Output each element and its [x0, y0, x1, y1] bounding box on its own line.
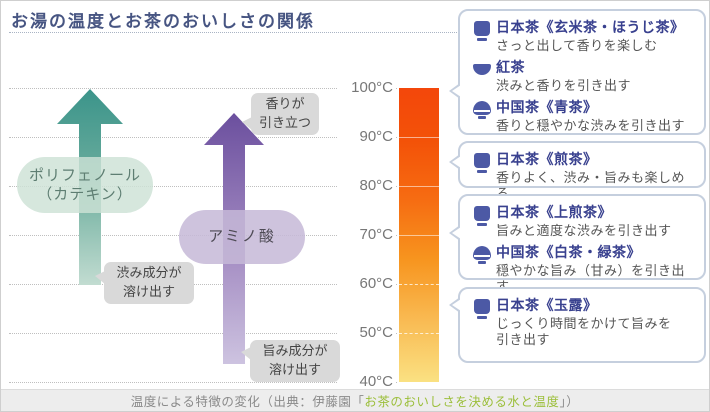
source-link[interactable]: お茶のおいしさを決める水と温度 — [364, 395, 560, 409]
list-item: 日本茶《玉露》 じっくり時間をかけて旨みを引き出す — [468, 297, 696, 348]
gaiwan-icon — [473, 246, 491, 265]
umami-callout-line2: 溶け出す — [268, 362, 321, 377]
list-item: 中国茶《青茶》 香りと穏やかな渋みを引き出す — [468, 99, 696, 134]
tea-title: 紅茶 — [496, 59, 525, 76]
bubble-tail-icon — [241, 347, 251, 360]
tea-title: 日本茶《玄米茶・ほうじ茶》 — [496, 19, 685, 35]
source-caption-bar: 温度による特徴の変化（出典：伊藤園「 お茶のおいしさを決める水と温度」） — [1, 389, 709, 411]
tea-desc: 香りと穏やかな渋みを引き出す — [496, 117, 686, 133]
bar-divider-90c — [399, 137, 439, 138]
gridline-40c — [9, 382, 397, 383]
astringency-callout-line1: 渋み成分が — [116, 265, 182, 281]
japanese-cup-icon — [474, 21, 490, 41]
caption-prefix: 温度による特徴の変化（出典：伊藤園「 — [130, 395, 365, 409]
list-item: 中国茶《白茶・緑茶》 穏やかな旨み（甘み）を引き出す — [468, 244, 696, 295]
tick-label-70c: 70°C — [337, 225, 395, 245]
list-item: 日本茶《玄米茶・ほうじ茶》 さっと出して香りを楽しむ — [468, 19, 696, 54]
gridline-80c — [9, 186, 397, 187]
tick-label-80c: 80°C — [337, 176, 395, 196]
astringency-callout-bubble: 渋み成分が 溶け出す — [95, 262, 194, 304]
polyphenol-label-line1: ポリフェノール — [28, 166, 141, 184]
tea-box-gyokuro: 日本茶《玉露》 じっくり時間をかけて旨みを引き出す — [449, 287, 706, 363]
japanese-cup-icon — [474, 299, 490, 319]
tea-desc: じっくり時間をかけて旨みを引き出す — [496, 315, 672, 348]
tea-desc: 渋みと香りを引き出す — [496, 77, 632, 93]
tea-box-sencha: 日本茶《煎茶》 香りよく、渋み・旨みも楽しめる — [449, 141, 706, 201]
umami-callout-line1: 旨み成分が — [262, 343, 328, 359]
astringency-callout-line2: 溶け出す — [122, 284, 175, 299]
umami-callout-bubble: 旨み成分が 溶け出す — [241, 340, 340, 382]
gridline-100c — [9, 88, 397, 89]
page-title: お湯の温度とお茶のおいしさの関係 — [11, 12, 315, 31]
aroma-callout-line1: 香りが — [265, 96, 305, 112]
tick-label-60c: 60°C — [337, 274, 395, 294]
box-pointer-icon — [449, 154, 461, 170]
gridline-60c — [9, 284, 397, 285]
tea-desc: さっと出して香りを楽しむ — [496, 37, 658, 53]
tea-title: 中国茶《青茶》 — [496, 99, 598, 116]
bubble-tail-icon — [242, 117, 252, 130]
title-divider — [9, 32, 703, 33]
temperature-gradient-bar — [399, 88, 439, 382]
polyphenol-pill-label: ポリフェノール （カテキン） — [17, 157, 153, 213]
bubble-tail-icon — [95, 271, 105, 284]
box-pointer-icon — [449, 83, 461, 99]
japanese-cup-icon — [474, 153, 490, 173]
polyphenol-label-line2: （カテキン） — [37, 186, 133, 203]
tick-label-40c: 40°C — [337, 372, 395, 392]
tea-title: 日本茶《玉露》 — [496, 297, 598, 313]
amino-acid-label: アミノ酸 — [208, 228, 276, 246]
gridline-90c — [9, 137, 397, 138]
tick-label-100c: 100°C — [337, 78, 395, 98]
black-tea-cup-icon — [468, 64, 491, 76]
list-item: 日本茶《上煎茶》 旨みと適度な渋みを引き出す — [468, 204, 696, 239]
bar-divider-60c — [399, 284, 439, 285]
box-pointer-icon — [449, 297, 461, 313]
tick-label-90c: 90°C — [337, 127, 395, 147]
tea-box-high-temp: 日本茶《玄米茶・ほうじ茶》 さっと出して香りを楽しむ 紅茶 渋みと香りを引き出す… — [449, 9, 706, 135]
bar-divider-70c — [399, 235, 439, 236]
tick-label-50c: 50°C — [337, 323, 395, 343]
tea-title: 日本茶《上煎茶》 — [496, 204, 612, 220]
amino-acid-pill-label: アミノ酸 — [179, 210, 305, 264]
tea-box-mid-temp: 日本茶《上煎茶》 旨みと適度な渋みを引き出す 中国茶《白茶・緑茶》 穏やかな旨み… — [449, 194, 706, 294]
japanese-cup-icon — [474, 206, 490, 226]
tea-title: 中国茶《白茶・緑茶》 — [496, 244, 641, 261]
box-pointer-icon — [449, 225, 461, 241]
tea-title: 日本茶《煎茶》 — [496, 151, 598, 167]
gaiwan-icon — [473, 101, 491, 120]
tea-desc: 旨みと適度な渋みを引き出す — [496, 222, 672, 238]
bar-divider-80c — [399, 186, 439, 187]
aroma-callout-bubble: 香りが 引き立つ — [242, 93, 319, 135]
list-item: 紅茶 渋みと香りを引き出す — [468, 59, 696, 94]
gridline-50c — [9, 333, 397, 334]
aroma-callout-line2: 引き立つ — [258, 115, 311, 130]
bar-divider-50c — [399, 333, 439, 334]
caption-suffix: 」） — [559, 395, 580, 409]
